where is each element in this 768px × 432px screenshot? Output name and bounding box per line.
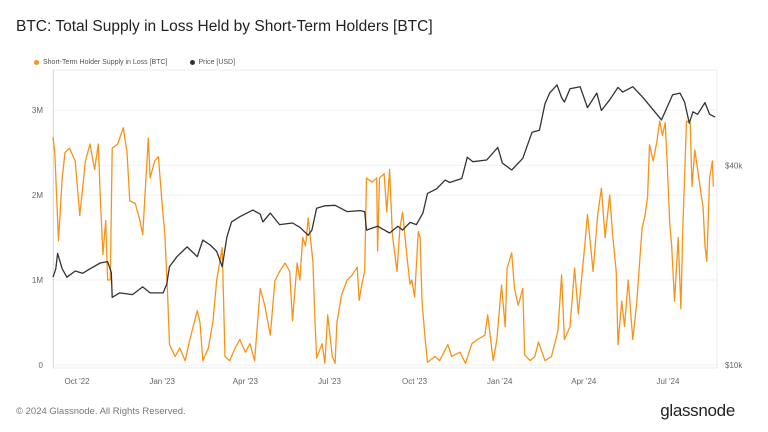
x-tick-label: Jan '23 [149,377,175,386]
y-left-tick-label: 3M [32,106,43,115]
series-line-price[interactable] [52,84,716,298]
legend-label-supply: Short-Term Holder Supply in Loss [BTC] [43,59,168,66]
legend-item-supply[interactable]: Short-Term Holder Supply in Loss [BTC] [34,59,168,66]
black-dot-icon [189,60,195,65]
y-right-tick-label: $10k [725,361,743,370]
x-tick-label: Oct '22 [64,377,90,386]
glassnode-logo[interactable]: glassnode [660,401,735,420]
x-tick-label: Oct '23 [402,377,428,386]
y-right-tick-label: $40k [725,161,743,170]
legend: Short-Term Holder Supply in Loss [BTC] P… [34,59,235,66]
x-tick-label: Jul '23 [318,377,341,386]
x-tick-label: Jan '24 [487,377,513,386]
y-left-tick-label: 1M [32,276,43,285]
x-tick-label: Apr '24 [571,377,597,386]
copyright: © 2024 Glassnode. All Rights Reserved. [16,406,186,417]
series-line-supply-in-loss[interactable] [52,120,714,364]
series-group [52,84,716,364]
legend-item-price[interactable]: Price [USD] [189,59,236,66]
x-tick-label: Jul '24 [657,377,680,386]
legend-label-price: Price [USD] [198,59,236,66]
tick-labels: 0 1M 2M 3M $10k $40k Oct '22 Jan '23 Apr '23 Jul … [32,106,743,386]
chart-title: BTC: Total Supply in Loss Held by Short-… [16,18,433,35]
y-left-tick-label: 0 [39,361,44,370]
y-left-tick-label: 2M [32,191,43,200]
orange-dot-icon [34,60,39,65]
x-tick-label: Apr '23 [233,377,259,386]
